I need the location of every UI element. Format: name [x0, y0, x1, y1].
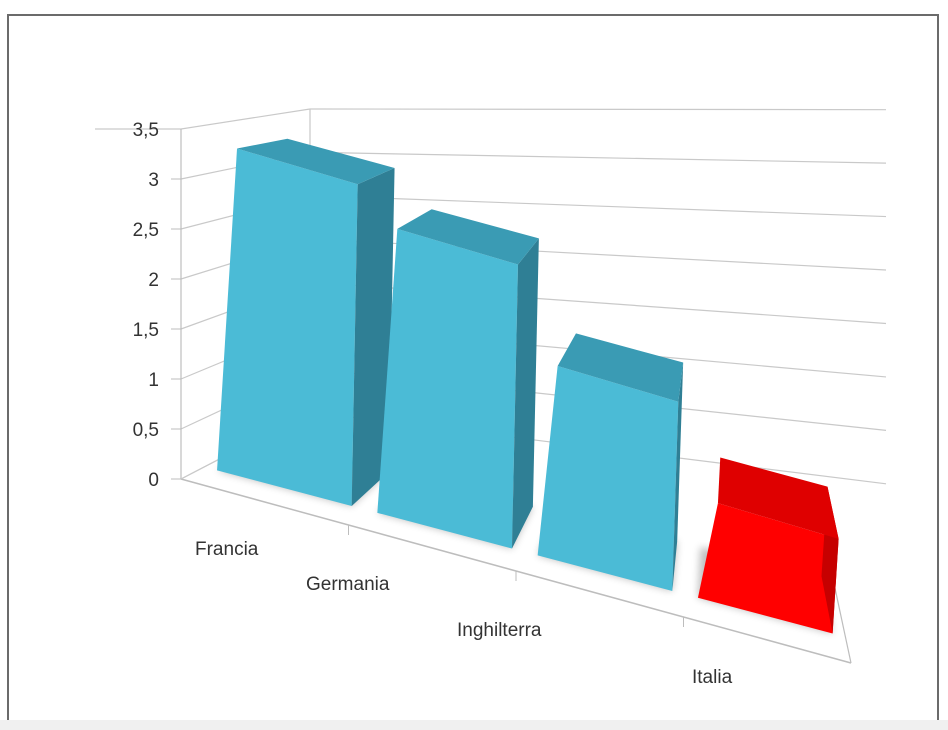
bar-inghilterra	[537, 333, 684, 592]
bar-top-face	[557, 333, 684, 402]
y-tick-label: 0	[148, 470, 159, 491]
bar-front-face	[377, 228, 518, 549]
y-tick-label: 3,5	[133, 120, 159, 141]
y-tick-label: 3	[148, 170, 159, 191]
bottom-strip	[0, 720, 948, 730]
bar-francia	[217, 138, 395, 507]
bar-top-face	[237, 138, 395, 185]
y-tick-label: 0,5	[133, 420, 159, 441]
bars	[217, 138, 839, 634]
bar-front-face	[697, 503, 839, 634]
y-tick-label: 2	[148, 270, 159, 291]
y-tick-label: 1,5	[133, 320, 159, 341]
bar-germania	[377, 209, 539, 549]
gridline	[309, 108, 887, 111]
x-tick-label: Germania	[306, 574, 390, 595]
bar-side-face	[672, 362, 684, 592]
y-tick-label: 1	[148, 370, 159, 391]
bar-top-face	[397, 209, 539, 265]
bar-side-face	[511, 238, 539, 549]
bar-top-face	[717, 457, 839, 539]
y-tick-label: 2,5	[133, 220, 159, 241]
gridline	[309, 151, 887, 164]
gridline-side	[180, 108, 311, 130]
x-tick-label: Inghilterra	[457, 620, 542, 641]
bar-front-face	[217, 148, 358, 507]
bar-italia	[697, 457, 839, 634]
bar-front-face	[537, 366, 679, 592]
labels: 0 0,5 1 1,5 2 2,5 3 3,5 Francia Germania Inghilter…	[133, 120, 733, 688]
x-tick-label: Italia	[692, 667, 733, 688]
x-tick-label: Francia	[195, 539, 259, 560]
gridline	[309, 194, 887, 218]
